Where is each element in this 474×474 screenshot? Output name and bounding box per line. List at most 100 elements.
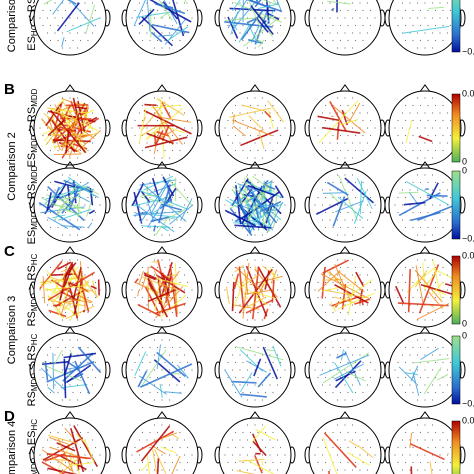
electrode	[183, 2, 186, 4]
connection	[57, 261, 72, 270]
connection	[322, 192, 347, 194]
electrode	[336, 17, 339, 19]
electrode	[138, 274, 141, 276]
connection	[47, 273, 65, 302]
electrode	[141, 149, 144, 152]
electrode	[362, 181, 364, 184]
connection	[267, 100, 284, 123]
head-plot	[29, 84, 111, 166]
connection	[319, 354, 370, 376]
head-plot	[121, 161, 203, 243]
electrode	[176, 32, 178, 34]
electrode	[409, 219, 411, 221]
electrode	[176, 454, 178, 456]
electrode	[161, 157, 163, 159]
electrode	[434, 119, 437, 122]
electrode	[434, 461, 437, 464]
connection	[240, 181, 248, 204]
electrode	[424, 354, 426, 356]
connection	[79, 278, 90, 312]
electrode	[61, 399, 64, 401]
electrode	[351, 174, 354, 176]
connection	[249, 183, 271, 218]
electrode	[409, 189, 411, 191]
electrode	[442, 39, 444, 42]
electrode	[69, 189, 71, 191]
electrode	[344, 319, 346, 321]
electrode	[424, 204, 426, 206]
electrode	[404, 311, 407, 314]
electrode	[354, 181, 357, 184]
connection	[66, 364, 92, 383]
electrode	[246, 127, 249, 129]
connection	[47, 271, 95, 301]
connection	[333, 106, 366, 134]
electrode	[431, 219, 434, 221]
electrode	[442, 226, 444, 229]
electrode	[424, 384, 426, 386]
electrode	[431, 439, 434, 441]
connection	[406, 181, 450, 206]
electrode	[239, 17, 241, 19]
electrode	[351, 384, 354, 386]
electrode	[359, 369, 361, 371]
electrode	[246, 304, 249, 306]
electrode	[179, 226, 181, 229]
electrode	[131, 17, 133, 19]
connection	[133, 210, 183, 217]
head-plot	[214, 84, 296, 166]
electrode	[164, 446, 166, 449]
connection	[46, 194, 83, 210]
connection	[433, 268, 454, 280]
electrode	[91, 142, 94, 144]
connection	[42, 121, 82, 155]
electrode	[431, 157, 434, 159]
electrode	[409, 17, 411, 19]
electrode	[79, 391, 82, 394]
electrode	[344, 384, 346, 386]
electrode	[284, 204, 286, 206]
electrode	[431, 384, 434, 386]
electrode	[276, 274, 279, 276]
electrode	[332, 296, 334, 299]
electrode	[279, 134, 282, 137]
electrode	[446, 112, 449, 114]
electrode	[54, 2, 56, 4]
electrode	[314, 289, 316, 291]
electrode	[249, 134, 252, 137]
electrode	[404, 181, 407, 184]
electrode	[153, 339, 156, 341]
electrode	[317, 196, 319, 199]
row-label-part: RS	[26, 311, 38, 326]
electrode	[138, 469, 141, 471]
electrode	[168, 439, 171, 441]
electrode	[336, 47, 339, 49]
electrode	[61, 2, 64, 4]
connection	[56, 2, 80, 32]
electrode	[146, 204, 148, 206]
electrode	[246, 319, 249, 321]
electrode	[39, 369, 41, 371]
head-plot	[29, 411, 111, 474]
electrode	[401, 289, 404, 291]
connection	[43, 0, 53, 5]
connection	[251, 433, 262, 453]
electrode	[261, 399, 264, 401]
electrode	[49, 461, 52, 464]
electrode	[279, 446, 282, 449]
electrode	[183, 142, 186, 144]
electrode	[416, 17, 419, 19]
electrode	[347, 431, 349, 434]
electrode	[261, 127, 264, 129]
electrode	[401, 142, 404, 144]
connection	[409, 443, 445, 461]
electrode	[412, 346, 414, 349]
electrode	[446, 2, 449, 4]
electrode	[336, 424, 339, 426]
electrode	[272, 39, 274, 42]
head-plot	[29, 0, 111, 56]
electrode	[339, 9, 342, 12]
electrode	[141, 266, 144, 269]
connection	[348, 102, 361, 124]
electrode	[99, 127, 101, 129]
